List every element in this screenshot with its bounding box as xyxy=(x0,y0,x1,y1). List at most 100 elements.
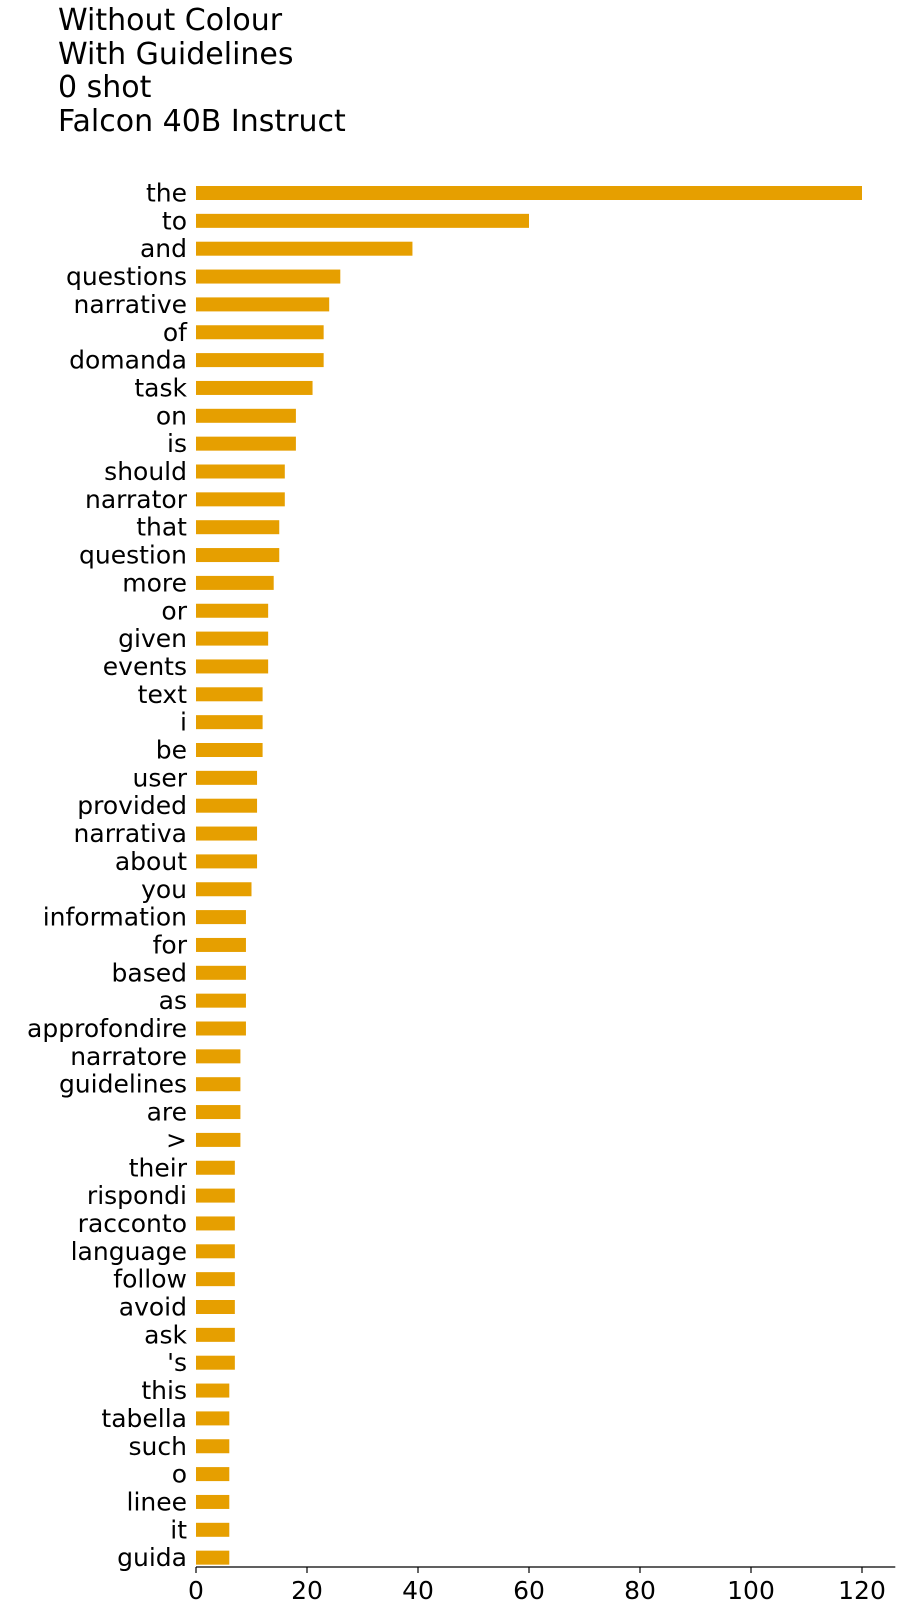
category-labels-group: thetoandquestionsnarrativeofdomandatasko… xyxy=(27,179,188,1573)
category-label: tabella xyxy=(101,1404,187,1433)
bar-avoid xyxy=(196,1300,235,1314)
category-label: narrator xyxy=(85,485,188,514)
bar-their xyxy=(196,1160,235,1175)
category-label: follow xyxy=(113,1265,187,1294)
bar-that xyxy=(196,520,280,535)
category-label: on xyxy=(156,401,187,430)
category-label: rispondi xyxy=(87,1181,187,1210)
category-label: their xyxy=(129,1153,188,1182)
category-label: for xyxy=(153,930,188,959)
bar-this xyxy=(196,1383,230,1398)
bar-narratore xyxy=(196,1049,241,1064)
bar-follow xyxy=(196,1272,235,1287)
x-tick-label: 120 xyxy=(838,1576,886,1605)
category-label: you xyxy=(141,875,187,904)
category-label: questions xyxy=(66,262,187,291)
bar-rispondi xyxy=(196,1188,235,1203)
category-label: to xyxy=(162,206,187,235)
title-line-4: Falcon 40B Instruct xyxy=(58,103,346,139)
bar-narrator xyxy=(196,492,285,507)
bar-or xyxy=(196,603,269,618)
category-label: as xyxy=(159,986,187,1015)
x-axis: 0 20 40 60 80 100 120 xyxy=(188,1566,896,1605)
category-label: text xyxy=(138,680,188,709)
bar-task xyxy=(196,380,313,395)
x-tick-label: 0 xyxy=(188,1576,204,1605)
category-label: question xyxy=(79,541,187,570)
category-label: guidelines xyxy=(59,1070,187,1099)
bar-guida xyxy=(196,1550,230,1565)
category-label: given xyxy=(118,624,187,653)
bar-is xyxy=(196,436,296,451)
x-tick-label: 20 xyxy=(291,1576,323,1605)
category-label: or xyxy=(161,596,187,625)
title-line-2: With Guidelines xyxy=(58,36,294,72)
bar-linee xyxy=(196,1494,230,1509)
category-label: task xyxy=(134,373,187,402)
category-label: is xyxy=(167,429,187,458)
category-label: language xyxy=(71,1237,187,1266)
bar-given xyxy=(196,631,269,646)
category-label: avoid xyxy=(119,1293,187,1322)
bar-s xyxy=(196,1355,235,1370)
category-label: about xyxy=(115,847,187,876)
bar-racconto xyxy=(196,1216,235,1231)
category-label: should xyxy=(104,457,187,486)
category-label: are xyxy=(147,1098,187,1127)
bar-be xyxy=(196,743,263,757)
category-label: linee xyxy=(127,1487,188,1516)
bar-more xyxy=(196,575,274,590)
category-label: of xyxy=(163,318,188,347)
bar-language xyxy=(196,1244,235,1259)
category-label: events xyxy=(103,652,187,681)
bar-user xyxy=(196,770,258,785)
x-tick-label: 80 xyxy=(624,1576,656,1605)
category-label: and xyxy=(140,234,187,263)
bar-domanda xyxy=(196,353,324,368)
category-label: that xyxy=(136,513,187,542)
category-label: it xyxy=(170,1515,187,1544)
bar-approfondire xyxy=(196,1021,246,1036)
category-label: narratore xyxy=(70,1042,187,1071)
bar-should xyxy=(196,464,285,479)
title-line-1: Without Colour xyxy=(58,3,283,38)
category-label: racconto xyxy=(78,1209,187,1238)
bar-provided xyxy=(196,798,258,813)
category-label: based xyxy=(112,958,187,987)
category-label: information xyxy=(43,903,187,932)
bar-information xyxy=(196,910,246,925)
category-label: i xyxy=(180,708,187,737)
bar-about xyxy=(196,854,258,869)
bar-on xyxy=(196,408,296,423)
category-label: narrativa xyxy=(74,819,187,848)
x-tick-label: 60 xyxy=(513,1576,545,1605)
x-tick-label: 100 xyxy=(727,1576,775,1605)
category-label: 's xyxy=(167,1348,187,1377)
bar-events xyxy=(196,659,269,674)
bar-such xyxy=(196,1439,230,1454)
category-label: narrative xyxy=(73,290,187,319)
bar-for xyxy=(196,937,246,952)
bar-guidelines xyxy=(196,1077,241,1092)
bars-group xyxy=(196,186,862,1565)
chart-title: Without Colour With Guidelines 0 shot Fa… xyxy=(58,4,346,138)
category-label: the xyxy=(146,179,187,208)
category-label: ask xyxy=(144,1320,187,1349)
bar-text xyxy=(196,687,263,702)
category-label: domanda xyxy=(69,346,187,375)
category-label: guida xyxy=(117,1543,187,1572)
title-line-3: 0 shot xyxy=(58,70,152,105)
bar-are xyxy=(196,1105,241,1120)
category-label: such xyxy=(129,1432,187,1461)
category-label: this xyxy=(141,1376,187,1405)
bar-and xyxy=(196,241,413,256)
bar-tabella xyxy=(196,1411,230,1426)
bar-you xyxy=(196,882,252,897)
bar-to xyxy=(196,213,529,228)
category-label: user xyxy=(132,763,187,792)
category-label: provided xyxy=(77,791,187,820)
category-label: more xyxy=(122,568,187,597)
bar-questions xyxy=(196,269,341,284)
bar-of xyxy=(196,325,324,340)
